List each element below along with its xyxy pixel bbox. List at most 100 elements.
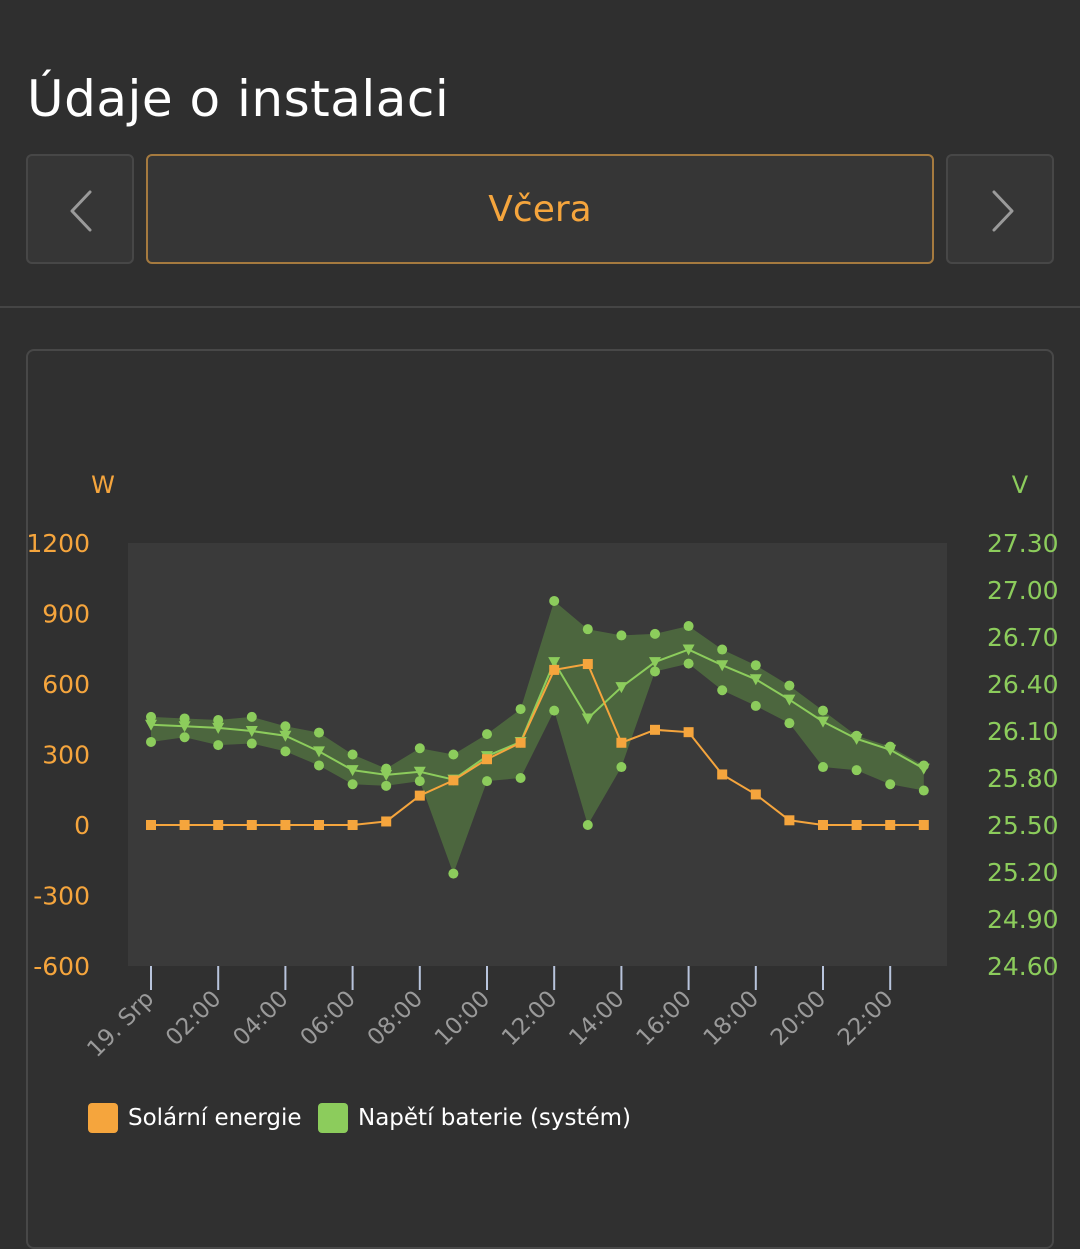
solar-energy-point [851,820,862,830]
battery-max-point [213,715,224,726]
legend-item-solar[interactable]: Solární energie [88,1103,302,1133]
battery-max-point [314,727,324,738]
battery-max-point [616,630,627,641]
battery-min-point [582,820,593,830]
right-tick-label: 26.40 [987,670,1059,699]
battery-voltage-point [850,733,863,745]
x-tick-label: 04:00 [228,986,293,1051]
left-tick-label: 600 [42,670,90,699]
battery-min-point [650,666,660,677]
solar-energy-point [918,820,929,830]
battery-max-point [146,711,156,722]
header-divider [0,306,1080,308]
legend-swatch-battery [318,1103,348,1133]
solar-energy-point [213,820,224,830]
right-tick-label: 26.70 [987,623,1059,652]
history-chart: W V 1200 900 600 300 0 -300 -600 27.30 27.00 26.70 2… [26,471,1059,1063]
legend-swatch-solar [88,1103,118,1133]
battery-max-point [482,729,492,740]
battery-min-point [717,685,728,696]
battery-max-point [549,595,560,606]
x-tick-label: 20:00 [766,986,831,1051]
battery-voltage-point [245,726,258,737]
battery-voltage-point [581,713,594,725]
x-tick-label: 22:00 [833,986,898,1051]
solar-energy-point [717,769,728,780]
legend-item-battery[interactable]: Napětí baterie (systém) [318,1103,631,1133]
battery-min-point [314,760,324,771]
battery-min-point [818,762,828,773]
battery-max-point [280,721,291,732]
battery-voltage-point [716,660,729,672]
solar-energy-point [146,820,156,830]
right-tick-label: 26.10 [987,717,1059,746]
battery-voltage-point [649,657,661,669]
solar-energy-point [414,790,425,801]
battery-voltage-point [749,674,762,686]
right-tick-label: 27.30 [987,529,1059,558]
previous-period-button[interactable] [26,154,134,264]
battery-min-point [448,868,459,879]
battery-max-point [818,705,828,716]
solar-energy-point [347,820,358,830]
battery-voltage-point [178,721,191,733]
battery-max-point [448,749,459,760]
battery-voltage-point [380,769,393,781]
right-tick-label: 27.00 [987,576,1059,605]
battery-voltage-point [615,682,628,694]
battery-voltage-point [817,716,829,728]
battery-max-point [347,749,358,760]
battery-max-point [515,704,526,715]
x-tick-label: 02:00 [161,986,226,1051]
chevron-right-icon [992,190,1014,232]
battery-min-point [179,732,190,743]
x-tick-label: 10:00 [430,986,495,1051]
battery-min-point [414,776,425,787]
battery-max-point [683,621,694,632]
solar-energy-line [151,662,924,826]
battery-min-point [280,746,291,757]
battery-max-point [179,713,190,724]
battery-voltage-point [682,644,695,656]
next-period-button[interactable] [946,154,1054,264]
battery-min-point [549,705,560,716]
battery-min-point [213,740,224,751]
solar-energy-point [582,659,593,670]
solar-energy-point [750,789,761,800]
left-tick-label: -600 [33,952,90,981]
battery-max-point [246,711,257,722]
period-selector[interactable]: Včera [146,154,934,264]
legend-label-battery: Napětí baterie (systém) [358,1105,632,1131]
right-tick-label: 25.80 [987,764,1059,793]
battery-min-point [851,765,862,776]
battery-max-point [582,624,593,635]
left-tick-label: 300 [42,741,90,770]
left-tick-label: 900 [42,600,90,629]
battery-voltage-point [145,719,157,731]
solar-energy-point [280,820,291,830]
battery-voltage-point [346,765,359,777]
solar-energy-point [784,815,795,826]
left-tick-label: -300 [33,882,90,911]
battery-max-point [784,680,795,691]
battery-min-point [515,773,526,783]
battery-voltage-point [279,730,292,742]
solar-energy-point [246,820,257,830]
legend-label-solar: Solární energie [128,1105,302,1131]
battery-voltage-line [150,648,925,781]
left-tick-label: 0 [74,811,90,840]
battery-max-point [650,628,660,639]
solar-energy-point [482,754,492,765]
right-tick-label: 24.60 [987,952,1059,981]
x-tick-label: 19. Srp [82,986,159,1063]
solar-energy-point [616,737,627,748]
solar-energy-point [314,820,324,830]
solar-energy-point [818,820,828,830]
solar-energy-point [549,664,560,675]
battery-min-point [885,779,896,790]
battery-min-point [246,738,257,749]
battery-min-point [381,780,392,791]
battery-voltage-point [783,694,796,706]
solar-energy-point [179,820,190,830]
right-tick-label: 25.50 [987,811,1059,840]
